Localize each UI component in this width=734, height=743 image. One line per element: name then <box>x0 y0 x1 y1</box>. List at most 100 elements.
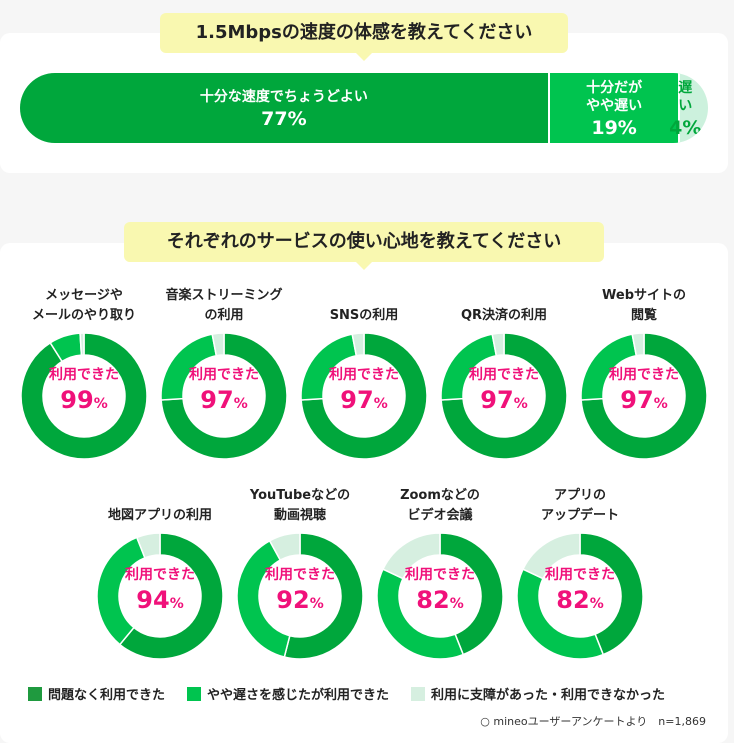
services-card <box>0 243 728 743</box>
legend: 問題なく利用できた やや遅さを感じたが利用できた 利用に支障があった・利用できな… <box>28 684 665 703</box>
donut-title: 音楽ストリーミング の利用 <box>165 288 283 323</box>
donut-segment-no-problem <box>160 332 288 460</box>
donut-chart: QR決済の利用 利用できた 97% <box>434 282 574 460</box>
usable-percent: 94% <box>90 586 230 614</box>
percent-sign: % <box>513 396 528 412</box>
donut-segment-problem <box>268 532 301 562</box>
percent-sign: % <box>589 596 604 612</box>
donut-svg <box>236 532 364 660</box>
usable-value: 97 <box>620 386 654 414</box>
donut-chart: メッセージや メールのやり取り利用できた 99% <box>14 282 154 460</box>
legend-item: 利用に支障があった・利用できなかった <box>411 684 665 703</box>
usable-percent: 92% <box>230 586 370 614</box>
usable-percent: 82% <box>510 586 650 614</box>
legend-item: やや遅さを感じたが利用できた <box>187 684 389 703</box>
legend-item: 問題なく利用できた <box>28 684 165 703</box>
donut-svg <box>580 332 708 460</box>
usable-value: 97 <box>200 386 234 414</box>
usable-value: 94 <box>136 586 170 614</box>
services-question-title: それぞれのサービスの使い心地を教えてください <box>124 222 604 270</box>
donut-chart: 地図アプリの利用 利用できた 94% <box>90 482 230 660</box>
donut-chart: Webサイトの 閲覧 利用できた 97% <box>574 282 714 460</box>
donut-title: 地図アプリの利用 <box>107 508 212 523</box>
donut-title: Zoomなどの ビデオ会議 <box>400 488 480 523</box>
donut-svg <box>440 332 568 460</box>
donut-title: SNSの利用 <box>329 308 399 323</box>
percent-sign: % <box>169 596 184 612</box>
donut-segment-problem <box>631 332 645 357</box>
center-label: 利用できた <box>609 367 679 383</box>
donut-segment-no-problem <box>283 532 364 660</box>
usable-value: 97 <box>480 386 514 414</box>
percent-sign: % <box>653 396 668 412</box>
donut-segment-problem <box>381 532 441 580</box>
donut-segment-problem <box>79 332 85 356</box>
donut-segment-no-problem <box>579 532 644 656</box>
usable-percent: 99% <box>14 386 154 414</box>
donut-title: メッセージや メールのやり取り <box>31 288 136 323</box>
percent-sign: % <box>93 396 108 412</box>
segment-percent: 77% <box>261 108 307 130</box>
center-label: 利用できた <box>265 567 335 583</box>
usable-value: 97 <box>340 386 374 414</box>
donut-center: 利用できた 99% <box>14 364 154 414</box>
center-label: 利用できた <box>49 367 119 383</box>
donut-center: 利用できた 92% <box>230 564 370 614</box>
donut-svg <box>516 532 644 660</box>
percent-sign: % <box>309 596 324 612</box>
usable-percent: 97% <box>294 386 434 414</box>
usable-percent: 97% <box>434 386 574 414</box>
donut-title: アプリの アップデート <box>540 488 619 523</box>
center-label: 利用できた <box>469 367 539 383</box>
bar-segment-slightly-slow: 十分だが やや遅い 19% <box>549 73 681 143</box>
percent-sign: % <box>233 396 248 412</box>
speed-question-title: 1.5Mbpsの速度の体感を教えてください <box>160 13 568 61</box>
donut-center: 利用できた 97% <box>434 364 574 414</box>
donut-segment-problem <box>521 532 581 580</box>
segment-label: 遅い <box>678 80 693 114</box>
usable-percent: 97% <box>154 386 294 414</box>
speed-stacked-bar: 十分な速度でちょうどよい 77% 十分だが やや遅い 19% 遅い 4% <box>20 73 708 143</box>
segment-percent: 19% <box>591 117 637 139</box>
legend-label: 利用に支障があった・利用できなかった <box>431 688 666 703</box>
usable-value: 82 <box>416 586 450 614</box>
donut-chart: 音楽ストリーミング の利用利用できた 97% <box>154 282 294 460</box>
center-label: 利用できた <box>125 567 195 583</box>
donut-center: 利用できた 94% <box>90 564 230 614</box>
donut-chart: YouTubeなどの 動画視聴利用できた 92% <box>230 482 370 660</box>
donut-center: 利用できた 82% <box>370 564 510 614</box>
donut-segment-problem <box>211 332 225 357</box>
donut-title: YouTubeなどの 動画視聴 <box>249 488 351 523</box>
donut-segment-no-problem <box>118 532 224 660</box>
legend-label: 問題なく利用できた <box>48 688 166 703</box>
donut-center: 利用できた 97% <box>154 364 294 414</box>
usable-percent: 82% <box>370 586 510 614</box>
donut-center: 利用できた 82% <box>510 564 650 614</box>
donut-segment-no-problem <box>440 332 568 460</box>
donut-segment-problem <box>491 332 505 357</box>
source-note: ○ mineoユーザーアンケートより n=1,869 <box>480 715 706 728</box>
donut-svg <box>376 532 504 660</box>
donut-svg <box>96 532 224 660</box>
center-label: 利用できた <box>189 367 259 383</box>
center-label: 利用できた <box>329 367 399 383</box>
donut-segment-no-problem <box>300 332 428 460</box>
center-label: 利用できた <box>405 567 475 583</box>
usable-value: 99 <box>60 386 94 414</box>
usable-value: 82 <box>556 586 590 614</box>
usable-percent: 97% <box>574 386 714 414</box>
donut-segment-problem <box>351 332 365 357</box>
legend-swatch <box>187 686 202 701</box>
segment-percent: 4% <box>669 117 702 139</box>
donut-segment-no-problem <box>439 532 504 656</box>
percent-sign: % <box>449 596 464 612</box>
donut-chart: SNSの利用 利用できた 97% <box>294 282 434 460</box>
segment-label: 十分だが やや遅い <box>586 80 643 114</box>
donut-segment-no-problem <box>20 332 148 460</box>
center-label: 利用できた <box>545 567 615 583</box>
bar-segment-good: 十分な速度でちょうどよい 77% <box>20 73 550 143</box>
legend-label: やや遅さを感じたが利用できた <box>207 688 390 703</box>
usable-value: 92 <box>276 586 310 614</box>
donut-title: QR決済の利用 <box>460 308 548 323</box>
donut-chart: Zoomなどの ビデオ会議利用できた 82% <box>370 482 510 660</box>
